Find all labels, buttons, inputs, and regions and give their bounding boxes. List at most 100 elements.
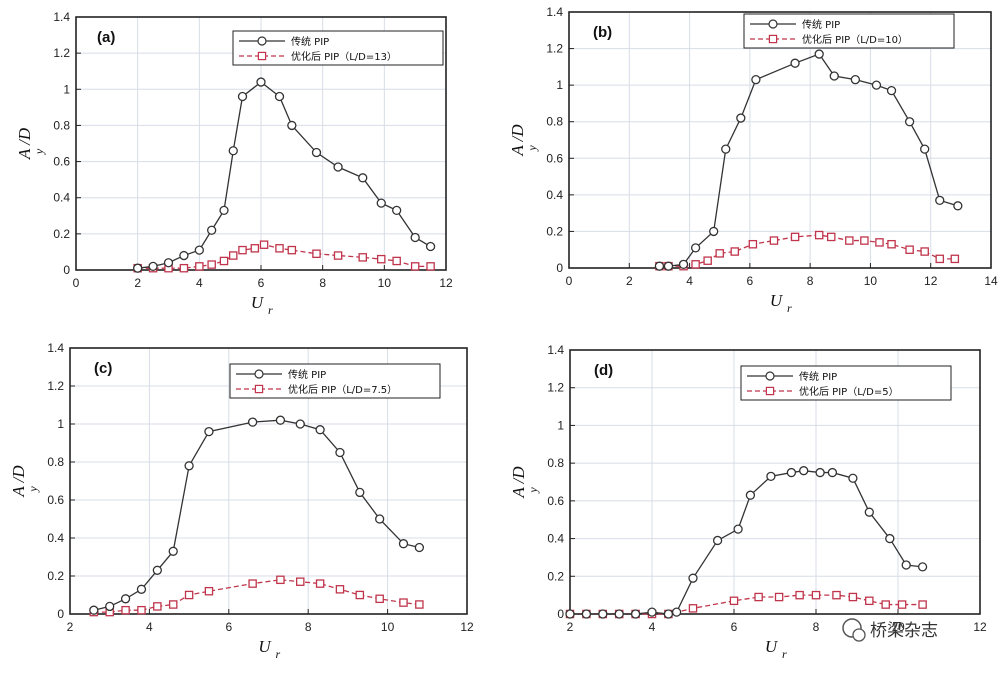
data-point bbox=[287, 120, 297, 131]
data-point bbox=[238, 245, 247, 255]
data-point bbox=[688, 604, 698, 613]
data-point bbox=[904, 117, 915, 127]
data-point bbox=[901, 560, 911, 570]
series-line bbox=[137, 81, 431, 269]
data-point bbox=[355, 487, 365, 498]
data-point bbox=[832, 590, 841, 600]
data-point bbox=[815, 467, 825, 478]
data-point bbox=[121, 605, 130, 615]
legend-label: 传统 PIP bbox=[291, 35, 329, 48]
data-point bbox=[663, 609, 674, 619]
x-tick-label: 10 bbox=[381, 620, 395, 634]
data-point bbox=[410, 232, 420, 243]
y-tick-label: 1.2 bbox=[53, 46, 70, 60]
data-point bbox=[335, 585, 345, 594]
data-point bbox=[315, 579, 325, 588]
data-point bbox=[887, 239, 896, 249]
y-tick-label: 1.4 bbox=[47, 341, 64, 355]
data-point bbox=[335, 447, 345, 458]
data-point bbox=[751, 75, 761, 85]
data-point bbox=[184, 590, 194, 600]
y-tick-label: 0.8 bbox=[47, 455, 64, 469]
wechat-icon bbox=[842, 618, 862, 638]
data-point bbox=[219, 256, 229, 266]
x-tick-label: 8 bbox=[813, 620, 820, 634]
y-tick-label: 0.6 bbox=[47, 493, 64, 507]
y-tick-label: 0.6 bbox=[546, 151, 563, 165]
x-axis-label: U bbox=[765, 637, 779, 656]
series-traditional bbox=[654, 49, 963, 271]
data-point bbox=[860, 236, 869, 245]
data-point bbox=[168, 546, 178, 556]
data-point bbox=[920, 144, 930, 154]
axes-frame bbox=[568, 11, 992, 269]
data-point bbox=[647, 607, 657, 617]
data-point bbox=[375, 594, 384, 604]
y-tick-label: 1 bbox=[557, 418, 564, 432]
data-point bbox=[333, 162, 343, 172]
data-point bbox=[398, 539, 409, 549]
y-tick-label: 0.6 bbox=[53, 155, 70, 169]
x-tick-label: 12 bbox=[973, 620, 987, 634]
data-point bbox=[296, 577, 305, 586]
x-axis-label-sub: r bbox=[268, 303, 273, 317]
data-point bbox=[375, 514, 385, 524]
x-tick-label: 14 bbox=[984, 274, 998, 288]
data-point bbox=[614, 609, 624, 619]
series-optimized bbox=[133, 240, 435, 273]
data-point bbox=[709, 226, 719, 237]
y-tick-label: 0.4 bbox=[53, 191, 70, 205]
x-tick-label: 8 bbox=[807, 274, 814, 288]
y-axis-label: A /D bbox=[15, 127, 34, 160]
x-tick-label: 6 bbox=[225, 620, 232, 634]
legend-marker bbox=[765, 386, 775, 396]
data-point bbox=[136, 584, 147, 594]
data-point bbox=[814, 230, 824, 240]
y-tick-label: 0.2 bbox=[53, 227, 70, 241]
x-tick-label: 0 bbox=[73, 276, 80, 290]
data-point bbox=[120, 594, 131, 604]
x-tick-label: 6 bbox=[258, 276, 265, 290]
data-point bbox=[748, 239, 758, 249]
data-point bbox=[152, 565, 162, 575]
data-point bbox=[358, 173, 368, 183]
y-tick-label: 1 bbox=[556, 78, 563, 92]
axes-frame bbox=[569, 349, 981, 615]
data-point bbox=[848, 592, 858, 602]
legend-label: 传统 PIP bbox=[799, 370, 837, 383]
x-axis-label-sub: r bbox=[782, 647, 787, 661]
legend-label: 优化后 PIP（L/D=13） bbox=[291, 50, 397, 63]
data-point bbox=[275, 244, 284, 253]
legend-label: 优化后 PIP（L/D=7.5） bbox=[288, 383, 397, 396]
y-axis-label: A /D bbox=[509, 466, 528, 499]
x-axis-label: U bbox=[258, 637, 272, 656]
data-point bbox=[287, 245, 297, 255]
data-point bbox=[598, 609, 608, 619]
data-point bbox=[897, 600, 907, 609]
data-point bbox=[814, 49, 824, 59]
data-point bbox=[790, 232, 800, 242]
legend: 传统 PIP 优化后 PIP（L/D=5） bbox=[740, 365, 952, 401]
data-point bbox=[917, 562, 928, 572]
legend-label: 传统 PIP bbox=[288, 368, 326, 381]
panel-a: 0 2 4 6 8 10 12 0 0.2 0.4 0.6 0.8 1 1.2 1.4 U r A /Dy (a) 传… bbox=[15, 10, 453, 317]
data-point bbox=[168, 600, 178, 609]
series-line bbox=[570, 470, 923, 615]
data-point bbox=[905, 245, 914, 254]
data-point bbox=[105, 601, 115, 612]
data-point bbox=[148, 261, 158, 272]
legend: 传统 PIP 优化后 PIP（L/D=13） bbox=[232, 30, 444, 66]
data-point bbox=[848, 473, 858, 483]
legend-marker bbox=[254, 369, 264, 379]
y-tick-label: 0 bbox=[556, 261, 563, 275]
data-point bbox=[204, 586, 214, 596]
data-point bbox=[769, 236, 779, 245]
data-point bbox=[426, 262, 435, 271]
data-point bbox=[774, 592, 784, 602]
data-point bbox=[295, 419, 305, 429]
x-tick-label: 10 bbox=[864, 274, 878, 288]
y-tick-label: 0 bbox=[63, 263, 70, 277]
legend-marker bbox=[254, 384, 264, 394]
x-axis-label: U bbox=[770, 291, 784, 310]
